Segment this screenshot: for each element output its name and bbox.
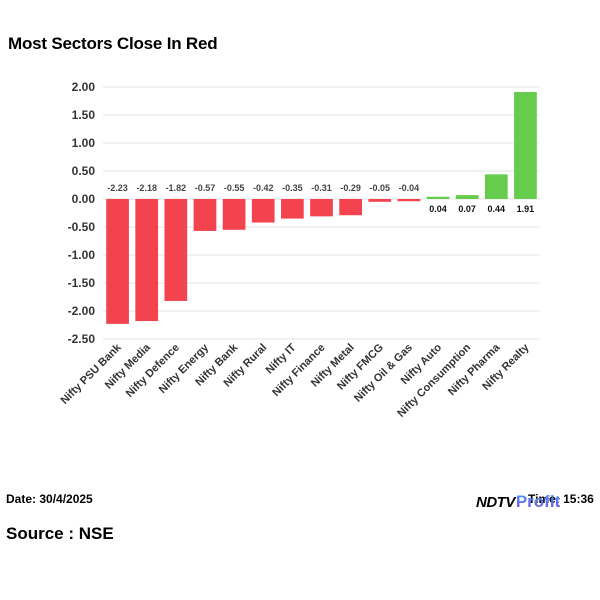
data-label: -0.31 bbox=[311, 183, 332, 193]
data-label: -0.05 bbox=[370, 183, 391, 193]
bar bbox=[426, 196, 450, 199]
bar bbox=[106, 199, 129, 324]
y-tick-label: 0.50 bbox=[72, 164, 96, 178]
data-label: 0.07 bbox=[458, 204, 476, 214]
bar bbox=[368, 199, 392, 202]
data-label: -0.57 bbox=[195, 183, 216, 193]
time-label: Time: 15:36 bbox=[528, 492, 594, 506]
y-tick-label: 1.00 bbox=[72, 136, 96, 150]
chart-title: Most Sectors Close In Red bbox=[8, 34, 218, 53]
y-tick-label: -2.00 bbox=[68, 304, 96, 318]
logo-ndtv-text: NDTV bbox=[476, 493, 515, 511]
bar bbox=[222, 199, 246, 230]
data-label: -0.35 bbox=[282, 183, 303, 193]
bar bbox=[484, 174, 508, 199]
date-label: Date: 30/4/2025 bbox=[6, 492, 93, 506]
data-label: -2.23 bbox=[107, 183, 128, 193]
bar bbox=[455, 195, 479, 199]
bar bbox=[514, 92, 537, 199]
y-tick-label: 2.00 bbox=[72, 80, 96, 94]
bar bbox=[339, 199, 362, 216]
ndtv-profit-logo: NDTV Profit bbox=[476, 491, 560, 513]
y-tick-label: 1.50 bbox=[72, 108, 96, 122]
y-tick-label: -1.50 bbox=[68, 276, 96, 290]
bar bbox=[251, 199, 275, 223]
data-label: -0.04 bbox=[399, 183, 420, 193]
data-label: -0.55 bbox=[224, 183, 245, 193]
y-tick-label: -0.50 bbox=[68, 220, 96, 234]
logo-profit-text: Profit bbox=[515, 492, 561, 511]
y-tick-label: -1.00 bbox=[68, 248, 96, 262]
data-label: 1.91 bbox=[517, 204, 535, 214]
bar bbox=[193, 199, 217, 231]
bar bbox=[310, 199, 333, 217]
bar bbox=[135, 199, 159, 322]
bar bbox=[281, 199, 304, 219]
data-label: -2.18 bbox=[136, 183, 157, 193]
source-label: Source : NSE bbox=[6, 524, 114, 543]
y-tick-label: -2.50 bbox=[68, 332, 96, 346]
data-label: -1.82 bbox=[166, 183, 187, 193]
data-label: -0.29 bbox=[340, 183, 361, 193]
data-label: -0.42 bbox=[253, 183, 274, 193]
data-label: 0.44 bbox=[488, 204, 506, 214]
data-label: 0.04 bbox=[429, 204, 447, 214]
bar bbox=[164, 199, 188, 301]
y-tick-label: 0.00 bbox=[72, 192, 96, 206]
bar bbox=[397, 199, 421, 202]
